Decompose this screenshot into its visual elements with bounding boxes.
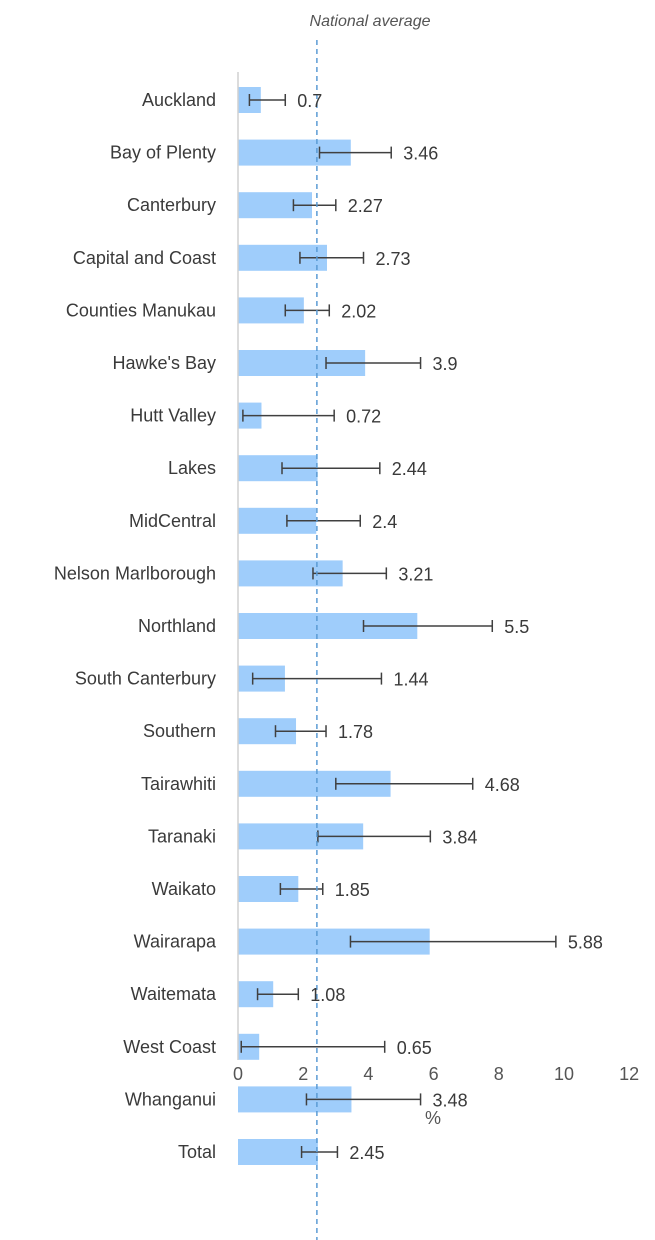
axis-group: %	[237, 72, 441, 1128]
value-label-5: 3.9	[433, 354, 458, 374]
category-label-0: Auckland	[142, 90, 216, 110]
value-label-1: 3.46	[403, 144, 438, 164]
category-label-14: Taranaki	[148, 826, 216, 846]
value-label-14: 3.84	[442, 827, 477, 847]
value-label-3: 2.73	[376, 249, 411, 269]
x-tick-label-0: 0	[233, 1064, 243, 1084]
x-tick-label-5: 10	[554, 1064, 574, 1084]
x-tick-label-2: 4	[363, 1064, 373, 1084]
x-tick-label-6: 12	[619, 1064, 639, 1084]
category-label-18: West Coast	[123, 1037, 216, 1057]
labels-group: Auckland 0.7 Bay of Plenty 3.46 Canterbury 2.…	[54, 90, 639, 1163]
category-label-20: Total	[178, 1142, 216, 1162]
value-label-9: 3.21	[398, 564, 433, 584]
error-bars-group	[240, 94, 557, 1158]
x-axis-title: %	[425, 1108, 441, 1128]
category-label-4: Counties Manukau	[66, 300, 216, 320]
value-label-16: 5.88	[568, 933, 603, 953]
category-label-8: MidCentral	[129, 511, 216, 531]
reference-group: National average	[310, 13, 431, 1240]
category-label-10: Northland	[138, 616, 216, 636]
value-label-7: 2.44	[392, 459, 427, 479]
reference-line-label: National average	[310, 13, 431, 30]
value-label-6: 0.72	[346, 407, 381, 427]
value-label-12: 1.78	[338, 722, 373, 742]
category-label-6: Hutt Valley	[130, 406, 216, 426]
value-label-0: 0.7	[297, 91, 322, 111]
category-label-11: South Canterbury	[75, 669, 216, 689]
category-label-19: Whanganui	[125, 1089, 216, 1109]
category-label-3: Capital and Coast	[73, 248, 216, 268]
value-label-8: 2.4	[372, 512, 397, 532]
category-label-1: Bay of Plenty	[110, 143, 216, 163]
value-label-11: 1.44	[393, 670, 428, 690]
category-label-13: Tairawhiti	[141, 774, 216, 794]
value-label-20: 2.45	[349, 1143, 384, 1163]
x-tick-label-4: 8	[494, 1064, 504, 1084]
x-tick-label-1: 2	[298, 1064, 308, 1084]
category-label-2: Canterbury	[127, 195, 216, 215]
category-label-17: Waitemata	[131, 984, 217, 1004]
category-label-12: Southern	[143, 721, 216, 741]
x-tick-label-3: 6	[429, 1064, 439, 1084]
category-label-16: Wairarapa	[134, 932, 217, 952]
value-label-15: 1.85	[335, 880, 370, 900]
value-label-18: 0.65	[397, 1038, 432, 1058]
value-label-13: 4.68	[485, 775, 520, 795]
value-label-17: 1.08	[310, 985, 345, 1005]
category-label-15: Waikato	[152, 879, 216, 899]
category-label-9: Nelson Marlborough	[54, 563, 216, 583]
category-label-5: Hawke's Bay	[113, 353, 216, 373]
value-label-2: 2.27	[348, 196, 383, 216]
category-label-7: Lakes	[168, 458, 216, 478]
value-label-10: 5.5	[504, 617, 529, 637]
value-label-19: 3.48	[433, 1090, 468, 1110]
value-label-4: 2.02	[341, 301, 376, 321]
